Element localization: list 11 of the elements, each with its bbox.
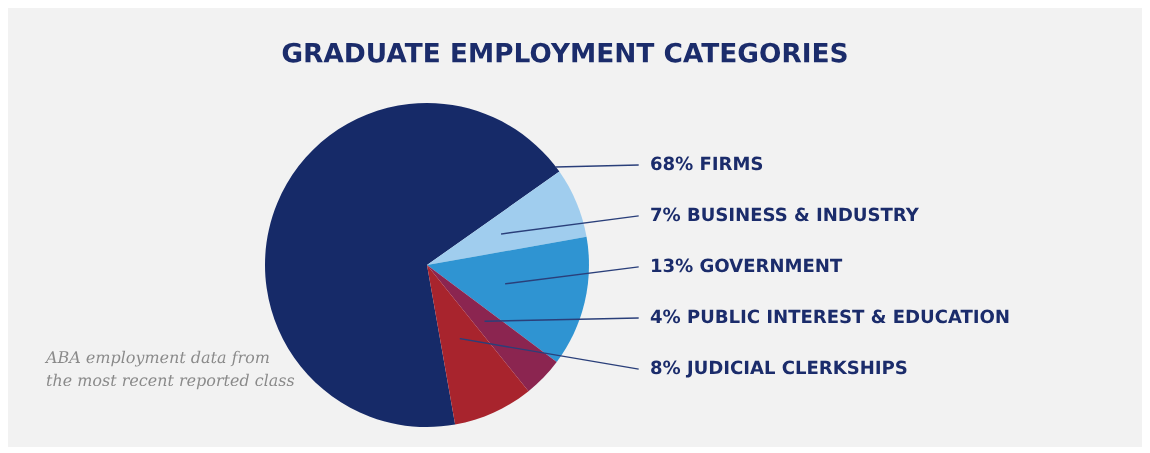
- text: ABA employment data from the most recent reported class: [44, 350, 295, 390]
- pie-slice: [427, 265, 557, 392]
- slice-label: 8% JUDICIAL CLERKSHIPS: [651, 360, 907, 378]
- pie-slice: [427, 171, 587, 265]
- slice-label: 7% BUSINESS & INDUSTRY: [651, 207, 919, 222]
- slice-label: 68% FIRMS: [651, 156, 763, 171]
- slice-label: 4% PUBLIC INTEREST & EDUCATION: [650, 309, 1009, 324]
- slice-label: 13% GOVERNMENT: [652, 258, 843, 273]
- pie-slice: [427, 236, 589, 363]
- pie-slice: [427, 265, 529, 425]
- chart-title: GRADUATE EMPLOYMENT CATEGORIES: [282, 42, 847, 63]
